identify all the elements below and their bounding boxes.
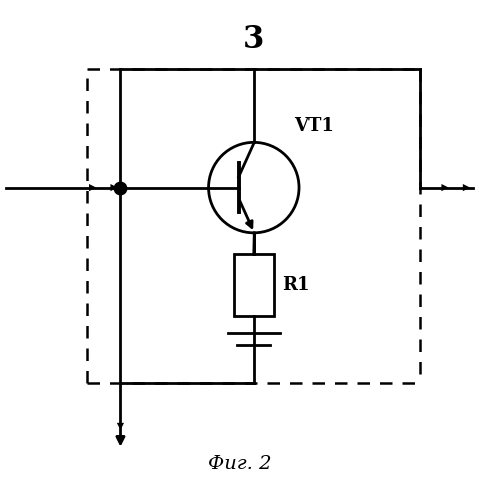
Text: R1: R1 [282, 276, 310, 294]
Bar [234, 254, 274, 316]
Text: 3: 3 [243, 24, 264, 55]
Text: Фиг. 2: Фиг. 2 [208, 455, 271, 474]
Text: VT1: VT1 [294, 117, 334, 135]
